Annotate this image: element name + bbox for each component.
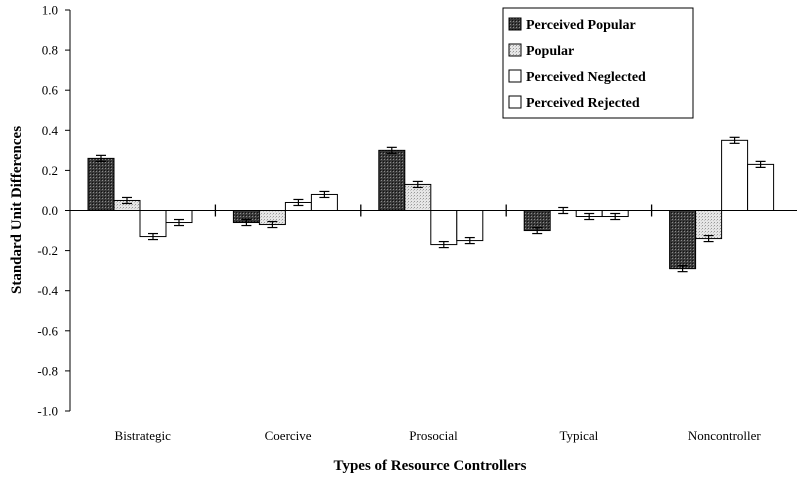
y-tick-label: 0.6 bbox=[42, 83, 59, 98]
y-tick-label: 0.8 bbox=[42, 43, 58, 58]
y-axis-title: Standard Unit Differences bbox=[9, 126, 25, 294]
x-category-label: Bistrategic bbox=[115, 428, 172, 443]
y-tick-label: 0.4 bbox=[42, 123, 59, 138]
y-tick-label: -0.8 bbox=[37, 363, 58, 378]
x-axis-title: Types of Resource Controllers bbox=[334, 458, 527, 474]
legend-label: Perceived Popular bbox=[526, 18, 636, 33]
legend: Perceived Popular Popular Perceived Neglec… bbox=[502, 7, 694, 119]
bar bbox=[404, 183, 432, 211]
legend-swatch bbox=[508, 69, 522, 83]
y-tick-label: -0.4 bbox=[37, 283, 58, 298]
bar bbox=[456, 210, 484, 242]
bar bbox=[695, 210, 723, 240]
bar bbox=[747, 163, 775, 211]
legend-swatch bbox=[508, 17, 522, 31]
x-category-label: Noncontroller bbox=[688, 428, 762, 443]
legend-label: Perceived Rejected bbox=[526, 96, 640, 111]
legend-swatch bbox=[508, 95, 522, 109]
x-category-label: Typical bbox=[560, 428, 599, 443]
legend-box bbox=[502, 7, 694, 119]
legend-label: Perceived Neglected bbox=[526, 70, 646, 85]
bar bbox=[87, 157, 115, 211]
y-tick-label: 0.2 bbox=[42, 163, 58, 178]
x-category-label: Coercive bbox=[265, 428, 312, 443]
bar bbox=[139, 210, 167, 238]
legend-swatch bbox=[508, 43, 522, 57]
x-category-label: Prosocial bbox=[409, 428, 458, 443]
y-tick-label: -1.0 bbox=[37, 404, 58, 419]
bar bbox=[430, 210, 458, 246]
y-tick-label: -0.2 bbox=[37, 243, 58, 258]
bar bbox=[721, 139, 749, 211]
y-tick-label: -0.6 bbox=[37, 323, 58, 338]
bar bbox=[669, 210, 697, 270]
y-tick-label: 0.0 bbox=[42, 203, 58, 218]
y-tick-label: 1.0 bbox=[42, 3, 58, 18]
legend-label: Popular bbox=[526, 44, 574, 59]
bar bbox=[378, 149, 406, 212]
